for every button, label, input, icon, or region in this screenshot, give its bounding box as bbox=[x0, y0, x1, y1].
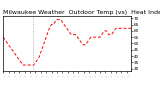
Text: Milwaukee Weather  Outdoor Temp (vs)  Heat Index per Minute (Last 24 Hours): Milwaukee Weather Outdoor Temp (vs) Heat… bbox=[3, 10, 160, 15]
